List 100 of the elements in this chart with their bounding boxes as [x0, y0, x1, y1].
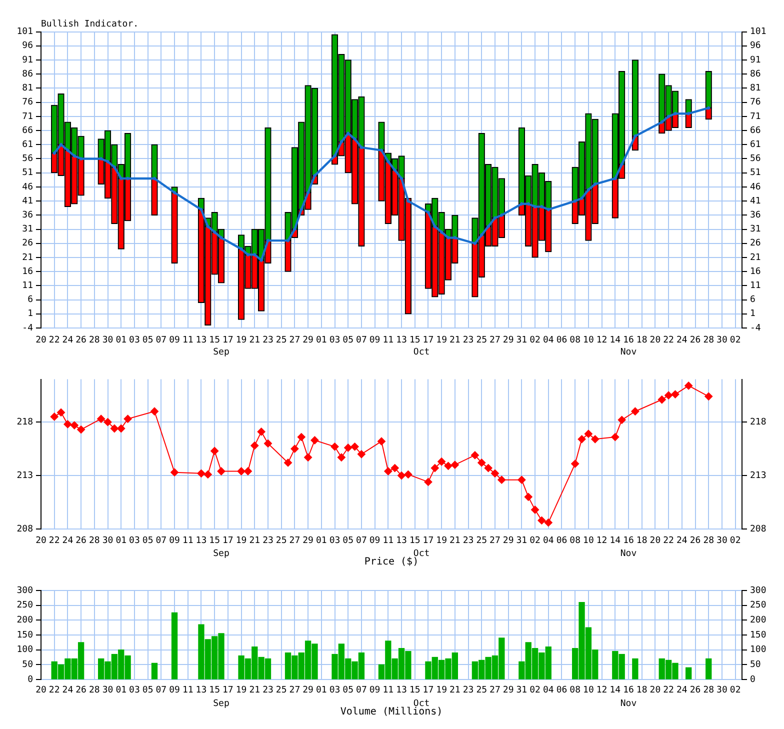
- x-tick-label: 27: [289, 686, 300, 696]
- y-tick-label: 71: [22, 112, 33, 122]
- x-tick-label: 21: [450, 336, 460, 346]
- x-tick-label: 29: [302, 686, 314, 696]
- x-tick-label: 16: [623, 536, 634, 546]
- x-tick-label: 04: [542, 536, 554, 546]
- x-tick-label: 02: [730, 686, 741, 696]
- y-tick-label: 150: [16, 630, 33, 640]
- x-tick-label: 05: [342, 336, 354, 346]
- x-tick-label: 21: [249, 686, 260, 696]
- x-tick-label: 06: [556, 536, 568, 546]
- y-tick-label: 6: [28, 295, 33, 306]
- bar: [706, 658, 712, 680]
- y2-tick-label: 1: [750, 309, 756, 320]
- y-tick-label: 218: [16, 417, 33, 428]
- y2-tick-label: 150: [750, 630, 766, 640]
- x2-tick-label: Sep: [213, 549, 230, 560]
- x-tick-label: 19: [236, 536, 247, 546]
- x-tick-label: 25: [276, 536, 287, 546]
- x-tick-label: 08: [570, 686, 581, 696]
- x-tick-label: 13: [396, 686, 407, 696]
- y-tick-label: 21: [22, 252, 33, 263]
- y-tick-label: 11: [22, 281, 33, 292]
- x-tick-label: 07: [156, 536, 167, 546]
- x-tick-label: 26: [690, 536, 701, 546]
- x-tick-label: 23: [262, 686, 274, 696]
- y2-tick-label: 36: [750, 210, 761, 221]
- x-tick-label: 13: [196, 336, 207, 346]
- x-tick-label: 10: [583, 536, 594, 546]
- x-tick-label: 15: [409, 686, 420, 696]
- y-tick-label: 26: [22, 238, 33, 249]
- x-tick-label: 05: [142, 686, 154, 696]
- y-tick-label: 86: [22, 69, 33, 80]
- y2-tick-label: 41: [750, 196, 761, 206]
- x-tick-label: 18: [636, 536, 648, 546]
- x-tick-label: 25: [476, 336, 488, 346]
- y2-tick-label: 46: [750, 182, 761, 192]
- y2-tick-label: 91: [750, 55, 761, 66]
- x-tick-label: 28: [703, 336, 714, 346]
- x-tick-label: 21: [450, 536, 460, 546]
- y-tick-label: 0: [28, 674, 33, 685]
- y-tick-label: 208: [16, 524, 33, 534]
- x-tick-label: 26: [690, 336, 701, 346]
- x2-tick-label: Nov: [620, 549, 637, 560]
- x-tick-label: 03: [129, 536, 140, 546]
- x-tick-label: 02: [730, 536, 741, 546]
- x-tick-label: 27: [490, 336, 500, 346]
- y2-tick-label: 6: [750, 295, 756, 306]
- x-tick-label: 21: [249, 336, 260, 346]
- y-tick-label: 100: [16, 645, 33, 656]
- y2-tick-label: 101: [750, 27, 766, 38]
- x-tick-label: 09: [169, 686, 180, 696]
- y2-tick-label: 300: [750, 586, 766, 596]
- y2-tick-label: 218: [750, 417, 766, 428]
- x-tick-label: 21: [450, 686, 460, 696]
- y-tick-label: 50: [22, 660, 33, 670]
- bar: [151, 662, 158, 680]
- x-tick-label: 01: [116, 686, 127, 696]
- y2-tick-label: 56: [750, 154, 761, 164]
- x2-tick-label: Nov: [620, 348, 637, 358]
- y-tick-label: 76: [22, 98, 33, 108]
- x-tick-label: 11: [182, 336, 194, 346]
- x-tick-label: 13: [396, 536, 407, 546]
- x-tick-label: 18: [636, 686, 648, 696]
- x-tick-label: 04: [542, 336, 554, 346]
- x-tick-label: 24: [62, 336, 74, 346]
- x-tick-label: 20: [650, 686, 661, 696]
- x-tick-label: 16: [623, 686, 634, 696]
- y-tick-label: 41: [22, 196, 33, 206]
- x-tick-label: 21: [249, 536, 260, 546]
- x-tick-label: 03: [329, 686, 340, 696]
- x-tick-label: 17: [422, 336, 434, 346]
- x-tick-label: 02: [530, 686, 540, 696]
- x-tick-label: 03: [129, 336, 140, 346]
- x-tick-label: 07: [356, 336, 367, 346]
- x-tick-label: 20: [650, 336, 661, 346]
- x2-tick-label: Sep: [213, 348, 230, 358]
- x-tick-label: 09: [369, 536, 380, 546]
- y-tick-label: 300: [16, 586, 33, 596]
- x-tick-label: 29: [502, 336, 514, 346]
- x-tick-label: 25: [276, 686, 287, 696]
- x-tick-label: 24: [62, 686, 74, 696]
- x-tick-label: 23: [262, 536, 274, 546]
- x-tick-label: 14: [610, 336, 621, 346]
- bar: [686, 667, 692, 680]
- y2-tick-label: 50: [750, 660, 761, 670]
- x-tick-label: 19: [436, 536, 447, 546]
- x-tick-label: 24: [676, 336, 688, 346]
- x-tick-label: 07: [356, 536, 367, 546]
- x-tick-label: 11: [382, 536, 394, 546]
- y-tick-label: 66: [22, 126, 33, 136]
- y-tick-label: 213: [16, 470, 33, 481]
- x-tick-label: 02: [730, 336, 741, 346]
- y2-tick-label: 250: [750, 600, 766, 611]
- x-tick-label: 30: [102, 686, 114, 696]
- y2-tick-label: 208: [750, 524, 766, 534]
- x-tick-label: 03: [329, 536, 340, 546]
- x-axis-title: Volume (Millions): [340, 706, 443, 718]
- x-tick-label: 26: [76, 686, 86, 696]
- x-tick-label: 27: [490, 686, 500, 696]
